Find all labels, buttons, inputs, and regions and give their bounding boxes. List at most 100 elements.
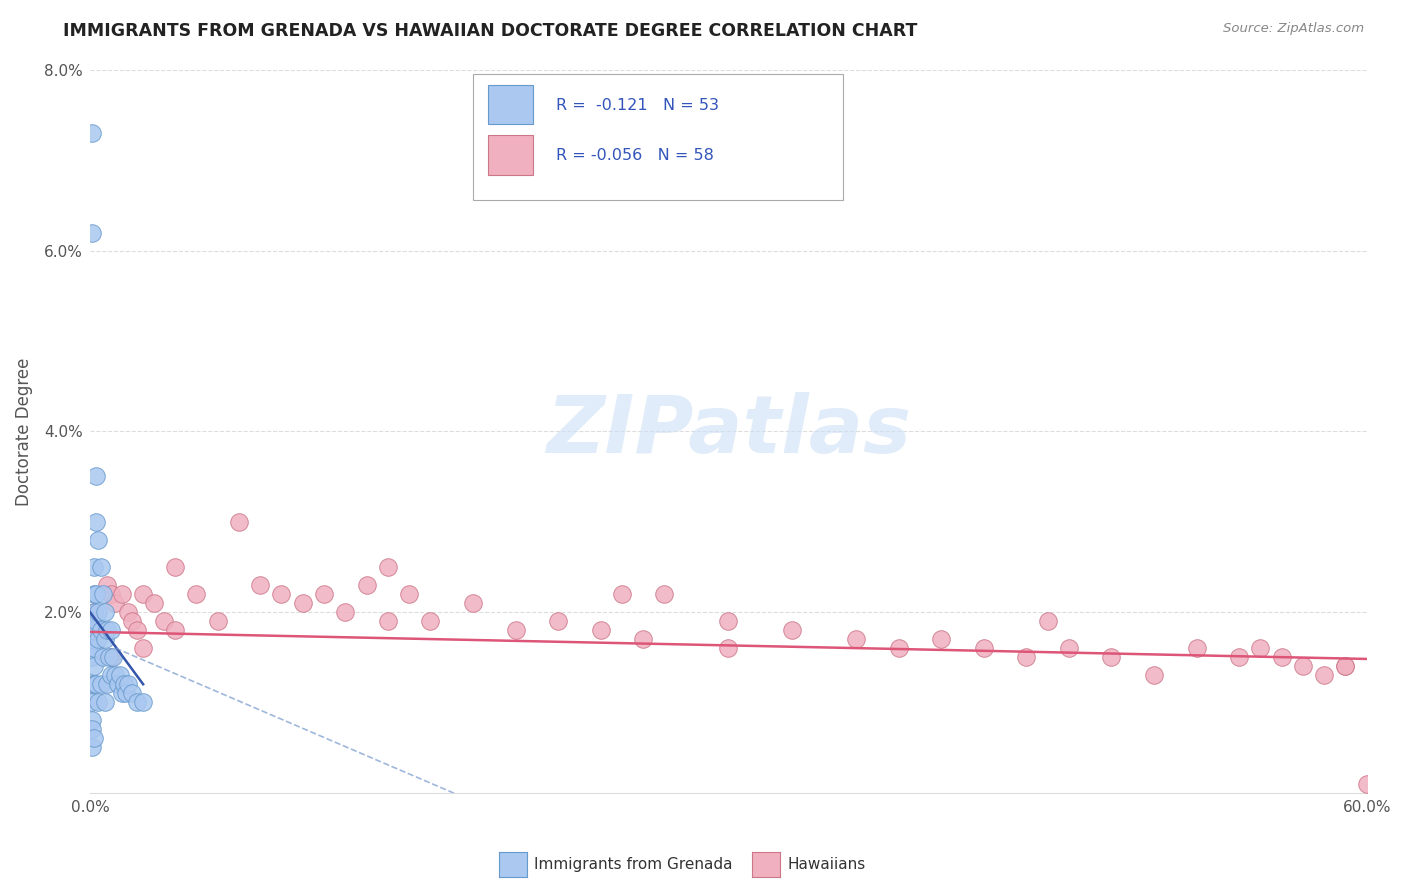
Point	[1143, 668, 1166, 682]
FancyBboxPatch shape	[472, 74, 844, 200]
Point	[117, 677, 139, 691]
Point	[973, 641, 995, 656]
Point	[1292, 659, 1315, 673]
Point	[1227, 650, 1250, 665]
Point	[83, 641, 105, 656]
Point	[80, 695, 103, 709]
Point	[86, 677, 108, 691]
Point	[87, 605, 110, 619]
Point	[80, 714, 103, 728]
Point	[111, 587, 134, 601]
Text: ZIPatlas: ZIPatlas	[546, 392, 911, 470]
Point	[398, 587, 420, 601]
Point	[83, 559, 105, 574]
Point	[1057, 641, 1080, 656]
Point	[96, 578, 118, 592]
Point	[249, 578, 271, 592]
Point	[654, 587, 676, 601]
Point	[80, 723, 103, 737]
Point	[291, 596, 314, 610]
Point	[108, 668, 131, 682]
Point	[80, 623, 103, 637]
Point	[780, 623, 803, 637]
Point	[165, 623, 187, 637]
Point	[1099, 650, 1122, 665]
Point	[1185, 641, 1208, 656]
Point	[887, 641, 910, 656]
Point	[1313, 668, 1336, 682]
Point	[589, 623, 612, 637]
Bar	[488, 85, 533, 124]
Point	[117, 605, 139, 619]
Point	[717, 641, 740, 656]
Point	[90, 677, 112, 691]
Point	[104, 668, 127, 682]
Point	[98, 650, 121, 665]
Point	[80, 677, 103, 691]
Point	[94, 632, 117, 646]
Point	[86, 515, 108, 529]
Point	[929, 632, 952, 646]
Point	[100, 587, 122, 601]
Point	[80, 226, 103, 240]
Point	[107, 677, 129, 691]
Point	[142, 596, 165, 610]
Point	[132, 587, 155, 601]
Point	[115, 686, 138, 700]
Point	[186, 587, 208, 601]
Point	[91, 587, 114, 601]
Point	[312, 587, 335, 601]
Point	[94, 695, 117, 709]
Point	[631, 632, 654, 646]
Point	[1015, 650, 1038, 665]
Point	[80, 650, 103, 665]
Point	[87, 695, 110, 709]
Bar	[488, 135, 533, 175]
Point	[83, 677, 105, 691]
Point	[111, 686, 134, 700]
Text: Immigrants from Grenada: Immigrants from Grenada	[534, 857, 733, 871]
Point	[86, 587, 108, 601]
Point	[547, 614, 569, 628]
Point	[104, 596, 127, 610]
Point	[80, 126, 103, 140]
Point	[228, 515, 250, 529]
Point	[86, 623, 108, 637]
Text: R = -0.056   N = 58: R = -0.056 N = 58	[555, 148, 714, 163]
Point	[125, 695, 148, 709]
Point	[112, 677, 135, 691]
Point	[121, 614, 143, 628]
Point	[1355, 776, 1378, 790]
Point	[80, 614, 103, 628]
Point	[610, 587, 633, 601]
Point	[1334, 659, 1357, 673]
Point	[132, 641, 155, 656]
Point	[270, 587, 292, 601]
Text: Source: ZipAtlas.com: Source: ZipAtlas.com	[1223, 22, 1364, 36]
Point	[121, 686, 143, 700]
Point	[103, 650, 125, 665]
Point	[717, 614, 740, 628]
Point	[86, 614, 108, 628]
Point	[80, 632, 103, 646]
Point	[83, 731, 105, 746]
Point	[80, 632, 103, 646]
Point	[356, 578, 378, 592]
Point	[80, 641, 103, 656]
Point	[100, 668, 122, 682]
Point	[83, 587, 105, 601]
Point	[1271, 650, 1294, 665]
Point	[505, 623, 527, 637]
Y-axis label: Doctorate Degree: Doctorate Degree	[15, 357, 32, 506]
Point	[83, 623, 105, 637]
Point	[1036, 614, 1059, 628]
Point	[94, 605, 117, 619]
Point	[377, 559, 399, 574]
Point	[335, 605, 357, 619]
Point	[207, 614, 229, 628]
Point	[96, 677, 118, 691]
Text: R =  -0.121   N = 53: R = -0.121 N = 53	[555, 98, 718, 113]
Point	[96, 623, 118, 637]
Point	[83, 605, 105, 619]
Point	[1334, 659, 1357, 673]
